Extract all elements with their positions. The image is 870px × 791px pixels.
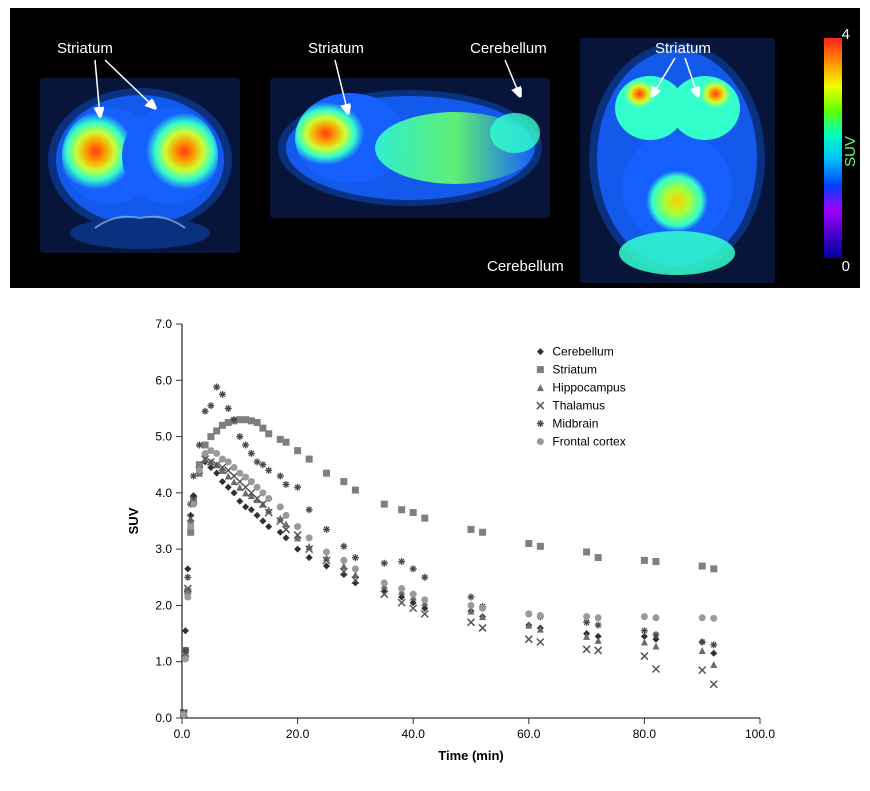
svg-text:Thalamus: Thalamus xyxy=(552,399,605,413)
svg-text:100.0: 100.0 xyxy=(745,727,775,741)
svg-text:Time (min): Time (min) xyxy=(438,748,504,763)
svg-text:4.0: 4.0 xyxy=(155,486,172,500)
svg-text:7.0: 7.0 xyxy=(155,317,172,331)
svg-text:3.0: 3.0 xyxy=(155,542,172,556)
svg-text:40.0: 40.0 xyxy=(402,727,426,741)
colorbar-axis-label: SUV xyxy=(842,136,859,167)
label-cerebellum-2: Cerebellum xyxy=(487,258,564,275)
svg-text:SUV: SUV xyxy=(126,507,141,534)
svg-text:Striatum: Striatum xyxy=(552,363,597,377)
svg-text:5.0: 5.0 xyxy=(155,430,172,444)
svg-text:20.0: 20.0 xyxy=(286,727,310,741)
tac-chart: 0.0 20.0 40.0 60.0 80.0 100.0 0.0 1.0 2.0 3.0 4.0 5… xyxy=(120,310,780,770)
arrow-striatum-3 xyxy=(580,38,775,283)
svg-text:Cerebellum: Cerebellum xyxy=(552,345,613,359)
svg-text:Frontal cortex: Frontal cortex xyxy=(552,435,625,449)
pet-mri-panel: Striatum Striatum Cerebellum Striatum xyxy=(10,8,860,288)
svg-text:60.0: 60.0 xyxy=(517,727,541,741)
arrow-cerebellum-1 xyxy=(270,38,570,178)
svg-text:80.0: 80.0 xyxy=(633,727,657,741)
svg-text:2.0: 2.0 xyxy=(155,598,172,612)
svg-text:1.0: 1.0 xyxy=(155,655,172,669)
arrow-striatum-1 xyxy=(40,38,240,213)
svg-text:Midbrain: Midbrain xyxy=(552,417,598,431)
svg-text:6.0: 6.0 xyxy=(155,373,172,387)
colorbar xyxy=(824,38,842,258)
svg-text:0.0: 0.0 xyxy=(174,727,191,741)
colorbar-max: 4 xyxy=(842,26,850,43)
colorbar-min: 0 xyxy=(842,258,850,275)
svg-text:0.0: 0.0 xyxy=(155,711,172,725)
svg-text:Hippocampus: Hippocampus xyxy=(552,381,625,395)
